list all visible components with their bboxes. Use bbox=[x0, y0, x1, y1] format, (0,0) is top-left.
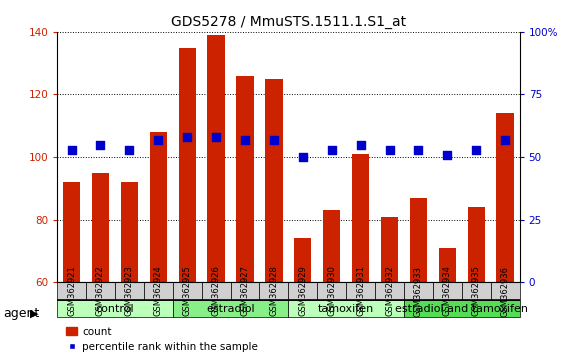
Bar bbox=[294, 239, 312, 354]
Point bbox=[356, 142, 365, 147]
Bar bbox=[381, 217, 398, 354]
Bar bbox=[433, 282, 462, 300]
Bar bbox=[259, 282, 288, 300]
Bar bbox=[57, 282, 86, 300]
Text: GSM362929: GSM362929 bbox=[298, 266, 307, 316]
Text: GSM362921: GSM362921 bbox=[67, 266, 76, 316]
Point bbox=[154, 137, 163, 142]
Bar bbox=[288, 282, 317, 300]
Text: GSM362933: GSM362933 bbox=[414, 266, 423, 316]
Point bbox=[183, 134, 192, 140]
Bar bbox=[317, 282, 346, 300]
Bar bbox=[172, 300, 288, 317]
Bar bbox=[63, 182, 80, 354]
Text: GSM362931: GSM362931 bbox=[356, 266, 365, 316]
Bar bbox=[202, 282, 231, 300]
Point bbox=[327, 147, 336, 152]
Bar bbox=[404, 282, 433, 300]
Bar bbox=[231, 282, 259, 300]
Bar bbox=[120, 182, 138, 354]
Point bbox=[414, 147, 423, 152]
Text: estradiol: estradiol bbox=[206, 303, 255, 314]
Bar bbox=[352, 154, 369, 354]
Point bbox=[472, 147, 481, 152]
Point bbox=[211, 134, 220, 140]
Bar bbox=[144, 282, 173, 300]
Bar bbox=[207, 35, 225, 354]
Bar bbox=[410, 198, 427, 354]
Text: GSM362922: GSM362922 bbox=[96, 266, 105, 316]
Text: GSM362936: GSM362936 bbox=[501, 266, 510, 316]
Text: GSM362930: GSM362930 bbox=[327, 266, 336, 316]
Point bbox=[125, 147, 134, 152]
Bar bbox=[497, 113, 514, 354]
Bar bbox=[179, 47, 196, 354]
Bar bbox=[172, 282, 202, 300]
Point bbox=[240, 137, 250, 142]
Bar bbox=[86, 282, 115, 300]
Text: control: control bbox=[95, 303, 134, 314]
Bar bbox=[404, 300, 520, 317]
Bar bbox=[490, 282, 520, 300]
Bar bbox=[288, 300, 404, 317]
Text: GSM362926: GSM362926 bbox=[212, 266, 220, 316]
Bar bbox=[468, 207, 485, 354]
Bar bbox=[115, 282, 144, 300]
Text: tamoxifen: tamoxifen bbox=[318, 303, 375, 314]
Point bbox=[298, 154, 307, 160]
Text: agent: agent bbox=[3, 307, 39, 320]
Bar bbox=[57, 300, 172, 317]
Bar bbox=[92, 173, 109, 354]
Bar bbox=[462, 282, 490, 300]
Bar bbox=[323, 210, 340, 354]
Text: GSM362928: GSM362928 bbox=[270, 266, 279, 316]
Text: GSM362935: GSM362935 bbox=[472, 266, 481, 316]
Bar bbox=[150, 132, 167, 354]
Point bbox=[67, 147, 76, 152]
Point bbox=[270, 137, 279, 142]
Point bbox=[501, 137, 510, 142]
Title: GDS5278 / MmuSTS.1511.1.S1_at: GDS5278 / MmuSTS.1511.1.S1_at bbox=[171, 16, 406, 29]
Text: ▶: ▶ bbox=[30, 308, 38, 318]
Text: GSM362923: GSM362923 bbox=[125, 266, 134, 316]
Text: GSM362925: GSM362925 bbox=[183, 266, 192, 316]
Bar bbox=[375, 282, 404, 300]
Text: GSM362934: GSM362934 bbox=[443, 266, 452, 316]
Point bbox=[96, 142, 105, 147]
Text: GSM362924: GSM362924 bbox=[154, 266, 163, 316]
Point bbox=[443, 152, 452, 158]
Bar bbox=[266, 79, 283, 354]
Legend: count, percentile rank within the sample: count, percentile rank within the sample bbox=[62, 322, 262, 354]
Point bbox=[385, 147, 394, 152]
Text: estradiol and tamoxifen: estradiol and tamoxifen bbox=[395, 303, 528, 314]
Bar bbox=[346, 282, 375, 300]
Text: GSM362932: GSM362932 bbox=[385, 266, 394, 316]
Bar bbox=[439, 248, 456, 354]
Text: GSM362927: GSM362927 bbox=[240, 266, 250, 316]
Bar bbox=[236, 76, 254, 354]
